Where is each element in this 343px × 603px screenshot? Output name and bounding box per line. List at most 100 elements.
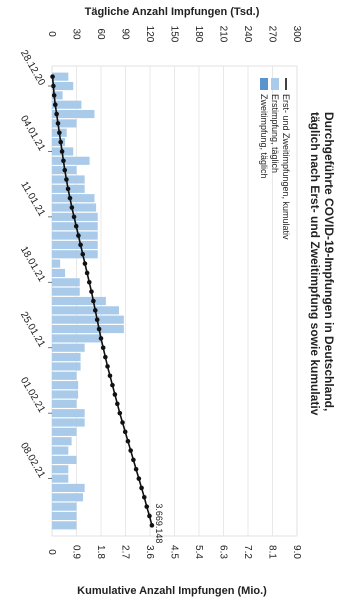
cumulative-point <box>98 336 104 341</box>
cumulative-point <box>58 139 64 145</box>
daily-tick-label: 300 <box>291 26 302 43</box>
first-dose-bar <box>52 511 77 521</box>
daily-tick-label: 180 <box>193 26 204 43</box>
date-label: 18.01.21 <box>18 245 47 285</box>
cumulative-tick-label: 3.6 <box>144 545 155 559</box>
first-dose-bar <box>52 259 61 268</box>
legend-bar-swatch <box>260 78 268 90</box>
first-dose-bar <box>52 409 85 418</box>
cumulative-point <box>144 504 150 509</box>
first-dose-bar <box>52 502 77 511</box>
first-dose-bar <box>52 390 79 399</box>
date-label: 08.02.21 <box>18 441 47 481</box>
daily-tick-label: 210 <box>218 26 229 43</box>
cumulative-point <box>120 420 125 425</box>
legend: Erst- und Zweitimpfungen, kumulativErsti… <box>259 78 291 240</box>
cumulative-point <box>115 401 120 407</box>
first-dose-bar <box>52 353 81 362</box>
first-dose-bar <box>52 446 69 455</box>
first-dose-bar <box>52 240 98 249</box>
cumulative-tick-label: 0.9 <box>71 545 82 559</box>
daily-tick-label: 0 <box>46 31 57 37</box>
first-dose-bar <box>52 306 119 315</box>
cumulative-point <box>71 214 77 220</box>
cumulative-point <box>96 326 102 332</box>
chart-title-group: Durchgeführte COVID-19-Impfungen in Deut… <box>308 112 336 416</box>
first-dose-bar <box>52 381 79 390</box>
bottom-axis-title: Kumulative Anzahl Impfungen (Mio.) <box>77 585 267 597</box>
first-dose-bar <box>52 91 63 100</box>
cumulative-point <box>69 205 75 210</box>
cumulative-point <box>117 410 123 416</box>
first-dose-bar <box>52 278 80 287</box>
first-dose-bar <box>52 362 81 371</box>
cumulative-point <box>62 167 68 173</box>
first-dose-bar <box>52 109 95 119</box>
legend-label: Erst- und Zweitimpfungen, kumulativ <box>281 94 291 240</box>
cumulative-point <box>73 223 79 229</box>
first-dose-bar <box>52 287 80 296</box>
cumulative-point <box>61 158 66 164</box>
cumulative-tick-label: 5.4 <box>193 545 204 559</box>
date-label: 01.02.21 <box>18 375 47 415</box>
cumulative-tick-label: 2.7 <box>120 545 131 559</box>
cumulative-point <box>133 466 139 472</box>
cumulative-tick-label: 6.3 <box>218 545 229 559</box>
cumulative-tick-label: 9.0 <box>291 545 302 559</box>
first-dose-bar <box>52 100 82 109</box>
cumulative-point <box>50 74 55 79</box>
legend-label: Zweitimpfung, täglich <box>259 94 269 179</box>
cumulative-point <box>112 392 118 397</box>
cumulative-point <box>107 373 113 379</box>
first-dose-bar <box>52 156 90 165</box>
daily-tick-label: 60 <box>95 28 106 40</box>
cumulative-point <box>105 364 110 369</box>
first-dose-bar <box>52 474 69 483</box>
cumulative-line <box>50 74 155 528</box>
first-dose-bar <box>52 371 77 380</box>
cumulative-point <box>57 130 62 136</box>
cumulative-point <box>82 261 88 266</box>
cumulative-point <box>147 513 152 519</box>
first-dose-bar <box>52 324 124 334</box>
cumulative-point <box>94 317 100 322</box>
first-dose-bar <box>52 343 85 352</box>
date-label: 28.12.20 <box>18 48 47 88</box>
cumulative-tick-label: 8.1 <box>267 545 278 559</box>
cumulative-point <box>91 298 96 304</box>
cumulative-point <box>139 485 144 491</box>
cumulative-tick-label: 4.5 <box>169 545 180 559</box>
first-dose-bar <box>52 521 77 530</box>
chart-title-line: Durchgeführte COVID-19-Impfungen in Deut… <box>322 112 336 411</box>
cumulative-point <box>80 251 86 257</box>
first-dose-bar <box>52 334 101 343</box>
first-dose-bar <box>52 231 98 240</box>
date-label: 04.01.21 <box>18 114 47 154</box>
cumulative-point <box>78 242 83 248</box>
first-dose-bar <box>52 268 66 278</box>
first-dose-bar <box>52 81 74 91</box>
first-dose-bar <box>52 119 77 128</box>
first-dose-bar <box>52 483 85 493</box>
first-dose-bar <box>52 296 106 306</box>
first-dose-bar <box>52 194 95 203</box>
top-axis-title: Tägliche Anzahl Impfungen (Tsd.) <box>85 6 260 18</box>
cumulative-point <box>86 280 92 285</box>
first-dose-bar <box>52 72 69 81</box>
cumulative-point <box>100 345 106 351</box>
cumulative-point <box>84 270 90 276</box>
cumulative-point <box>55 121 61 126</box>
first-dose-bar <box>52 455 77 464</box>
daily-tick-label: 30 <box>71 28 82 40</box>
daily-tick-label: 240 <box>242 26 253 43</box>
cumulative-point <box>89 289 94 294</box>
legend-box: Erst- und Zweitimpfungen, kumulativErsti… <box>259 78 291 240</box>
cumulative-point <box>103 354 108 360</box>
cumulative-point <box>51 93 57 98</box>
date-label: 25.01.21 <box>18 310 47 350</box>
legend-label: Erstimpfung, täglich <box>270 94 280 173</box>
first-dose-bar <box>52 315 124 324</box>
cumulative-point <box>149 523 155 528</box>
chart-title-line: täglich nach Erst- und Zweitimpfung sowi… <box>308 112 322 416</box>
